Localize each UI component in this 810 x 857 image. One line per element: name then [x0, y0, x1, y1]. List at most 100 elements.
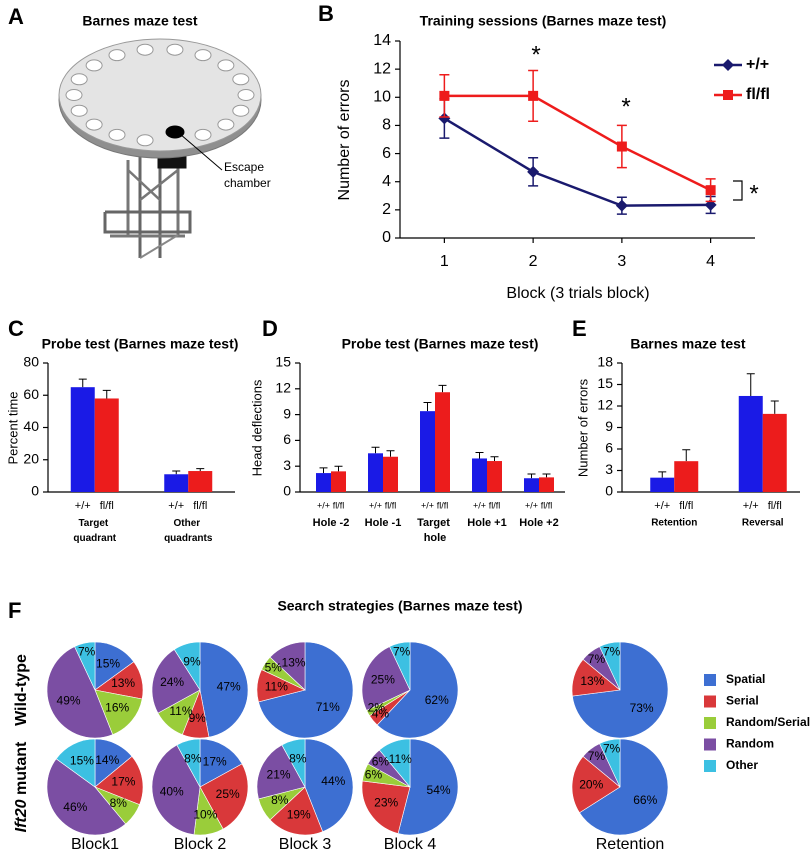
y-tick-label: 3	[605, 461, 613, 477]
pie-slice	[376, 641, 459, 739]
y-axis-label: Number of errors	[575, 378, 590, 477]
pie-slice	[199, 763, 249, 830]
pie-slice	[199, 738, 243, 788]
pie-label: 7%	[603, 742, 621, 756]
pie-slice	[46, 646, 114, 739]
pie-slice	[599, 641, 621, 691]
pie-label: 11%	[265, 679, 288, 693]
bar	[524, 478, 539, 492]
y-tick-label: 2	[382, 201, 391, 218]
pie-label: 8%	[271, 793, 289, 807]
error-bar	[770, 400, 779, 414]
y-tick-label: 4	[382, 173, 391, 190]
maze-hole	[194, 128, 212, 141]
pie-label: 40%	[160, 785, 184, 799]
y-tick-label: 14	[373, 32, 391, 49]
x-tick-label: Reversal	[742, 518, 784, 529]
pie-slice	[258, 641, 354, 739]
pie-label: 8%	[289, 751, 307, 765]
pie-slice	[74, 641, 96, 691]
pie-label: 8%	[184, 751, 202, 765]
y-tick-label: 15	[597, 375, 613, 391]
pie-label: 73%	[630, 701, 654, 715]
legend-swatch	[704, 695, 716, 708]
pie-label: 7%	[588, 749, 606, 763]
y-tick-label: 9	[283, 405, 291, 421]
bar	[472, 458, 487, 492]
error-bar	[334, 465, 343, 472]
row-label: Ift20 mutant	[13, 741, 30, 832]
pie-label: 46%	[63, 800, 87, 814]
column-label: Block 3	[279, 836, 332, 853]
pie-label: 24%	[160, 675, 184, 689]
maze-hole	[70, 73, 88, 86]
maze-hole	[166, 43, 184, 56]
pie-label: 7%	[588, 652, 606, 666]
maze-title: Barnes maze test	[82, 13, 198, 29]
series-label: fl/fl	[768, 500, 782, 512]
bar	[539, 477, 554, 492]
error-bar	[475, 451, 484, 459]
annotation: *	[621, 93, 630, 120]
pie-slice	[269, 641, 306, 691]
maze-hole	[217, 59, 235, 72]
bar	[164, 474, 189, 492]
x-tick-label: Other quadrants	[164, 518, 213, 544]
y-axis-label: Percent time	[5, 392, 20, 465]
maze-hole	[108, 49, 126, 62]
pie-label: 20%	[579, 777, 603, 791]
pie-slice	[256, 744, 306, 800]
pie-slice	[269, 786, 324, 836]
error-bar	[438, 384, 447, 393]
column-label: Retention	[596, 836, 665, 853]
pie-slice	[389, 641, 411, 691]
error-bar	[319, 467, 328, 474]
bar	[762, 413, 787, 492]
pie-slice	[94, 755, 144, 806]
legend-label: Random/Serial	[726, 715, 810, 729]
pie-slice	[361, 780, 411, 834]
marker	[528, 90, 539, 101]
y-tick-label: 60	[23, 386, 39, 402]
maze-hole	[108, 128, 126, 141]
x-tick-label: 2	[529, 253, 538, 270]
series-line	[444, 94, 712, 192]
pie-label: 71%	[316, 700, 340, 714]
error-bar	[658, 471, 667, 478]
row-label: Wild-type	[13, 654, 30, 726]
bar	[738, 395, 763, 492]
pie-slice	[599, 738, 621, 788]
panel-label: E	[572, 316, 587, 341]
column-label: Block 4	[384, 836, 437, 853]
pie-label: 2%	[368, 701, 386, 715]
panel-label: C	[8, 316, 24, 341]
pie-slice	[94, 689, 143, 736]
significance-bracket	[733, 180, 743, 201]
y-tick-label: 3	[283, 457, 291, 473]
maze-hole	[70, 104, 88, 117]
y-axis-label: Number of errors	[336, 80, 353, 201]
y-tick-label: 12	[373, 60, 391, 77]
pie-label: 14%	[95, 753, 119, 767]
marker	[439, 90, 450, 101]
marker	[722, 59, 734, 71]
pie-label: 7%	[393, 645, 411, 659]
maze-hole	[85, 59, 103, 72]
pie-label: 49%	[57, 694, 81, 708]
panel-label: B	[318, 1, 334, 26]
pie-slice	[579, 738, 669, 836]
y-tick-label: 0	[382, 229, 391, 246]
pie-label: 17%	[203, 754, 227, 768]
chart-title: Barnes maze test	[630, 336, 746, 352]
y-tick-label: 6	[605, 440, 613, 456]
chart-title: Probe test (Barnes maze test)	[342, 336, 539, 352]
series-label: fl/fl	[193, 500, 207, 512]
pie-slice	[151, 744, 201, 835]
y-tick-label: 0	[283, 483, 291, 499]
bar	[674, 461, 699, 492]
series-label: fl/fl	[437, 500, 449, 510]
bar	[331, 471, 346, 492]
pie-label: 15%	[96, 657, 120, 671]
pie-label: 62%	[425, 693, 449, 707]
series-label: fl/fl	[541, 500, 553, 510]
